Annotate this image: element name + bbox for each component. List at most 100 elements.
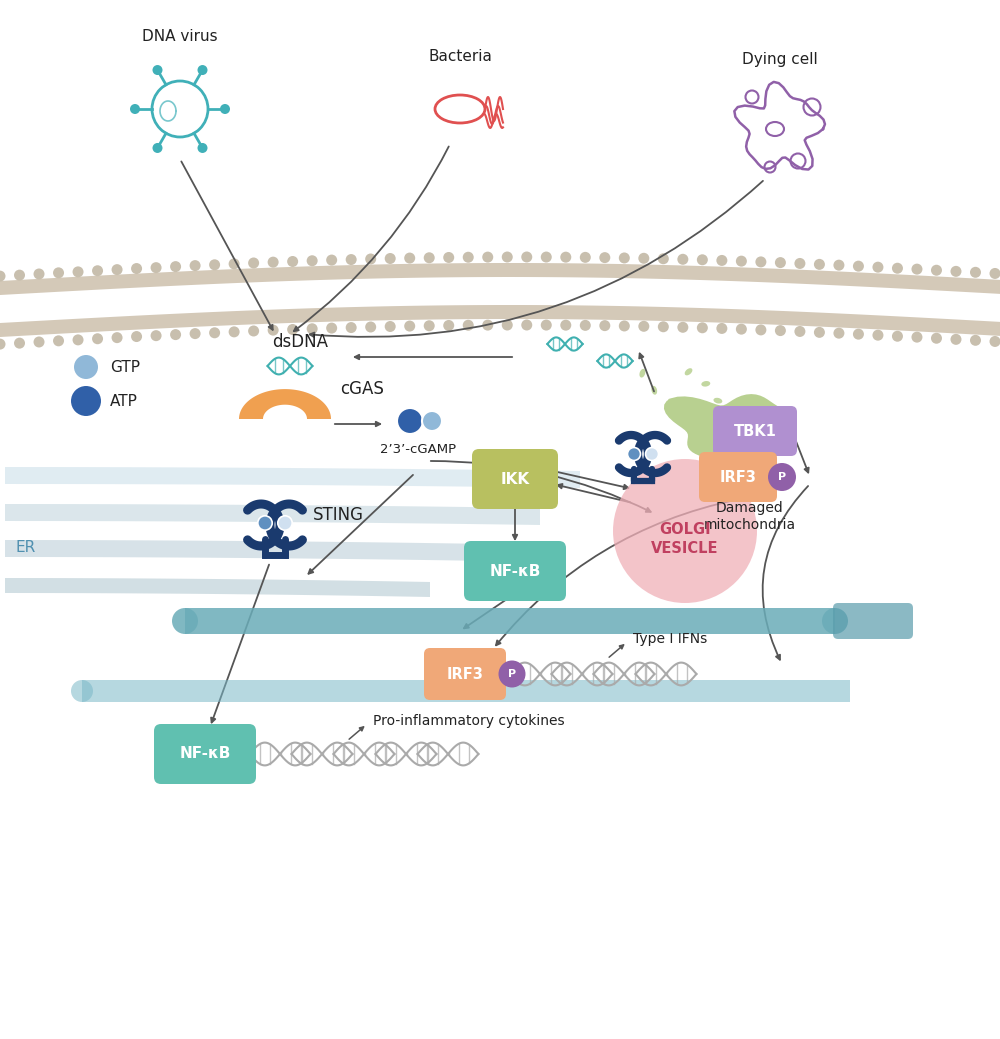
Text: DNA virus: DNA virus bbox=[142, 29, 218, 44]
Circle shape bbox=[153, 65, 163, 75]
Circle shape bbox=[931, 332, 942, 344]
Circle shape bbox=[697, 322, 708, 334]
Circle shape bbox=[170, 329, 181, 340]
Text: ATP: ATP bbox=[110, 394, 138, 408]
Circle shape bbox=[443, 320, 454, 331]
Circle shape bbox=[989, 336, 1000, 347]
Text: NF-κB: NF-κB bbox=[179, 746, 231, 762]
Circle shape bbox=[198, 143, 208, 153]
Circle shape bbox=[131, 263, 142, 274]
Circle shape bbox=[112, 332, 123, 343]
Circle shape bbox=[422, 411, 442, 431]
Circle shape bbox=[443, 252, 454, 263]
Circle shape bbox=[892, 330, 903, 342]
Circle shape bbox=[541, 251, 552, 263]
Circle shape bbox=[931, 265, 942, 275]
Circle shape bbox=[346, 322, 357, 334]
Circle shape bbox=[53, 336, 64, 346]
Polygon shape bbox=[664, 394, 796, 476]
Circle shape bbox=[14, 338, 25, 349]
Circle shape bbox=[248, 325, 259, 337]
Text: GOLGI
VESICLE: GOLGI VESICLE bbox=[651, 523, 719, 556]
Circle shape bbox=[628, 448, 640, 460]
Text: IKK: IKK bbox=[500, 472, 530, 486]
Circle shape bbox=[794, 258, 805, 269]
Circle shape bbox=[736, 256, 747, 267]
Circle shape bbox=[502, 251, 513, 263]
Text: Type I IFNs: Type I IFNs bbox=[633, 632, 707, 646]
Circle shape bbox=[502, 320, 513, 330]
Circle shape bbox=[638, 252, 649, 264]
FancyBboxPatch shape bbox=[424, 648, 506, 700]
Ellipse shape bbox=[651, 385, 657, 395]
FancyBboxPatch shape bbox=[154, 724, 256, 784]
Circle shape bbox=[424, 320, 435, 331]
Circle shape bbox=[73, 335, 84, 345]
Circle shape bbox=[521, 251, 532, 263]
Polygon shape bbox=[0, 305, 1000, 338]
Circle shape bbox=[404, 252, 415, 264]
Text: IRF3: IRF3 bbox=[720, 470, 756, 484]
Text: Bacteria: Bacteria bbox=[428, 49, 492, 64]
Circle shape bbox=[463, 251, 474, 263]
Circle shape bbox=[248, 258, 259, 268]
Circle shape bbox=[580, 320, 591, 330]
Circle shape bbox=[833, 327, 844, 339]
FancyBboxPatch shape bbox=[833, 603, 913, 639]
Polygon shape bbox=[5, 578, 430, 597]
Circle shape bbox=[346, 255, 357, 265]
Text: NF-κB: NF-κB bbox=[489, 563, 541, 579]
Circle shape bbox=[268, 257, 279, 268]
Circle shape bbox=[71, 680, 93, 702]
Circle shape bbox=[170, 261, 181, 272]
Circle shape bbox=[151, 330, 162, 341]
Circle shape bbox=[638, 321, 649, 331]
Circle shape bbox=[853, 261, 864, 271]
Circle shape bbox=[658, 254, 669, 264]
Circle shape bbox=[482, 320, 493, 330]
Circle shape bbox=[498, 661, 526, 688]
Circle shape bbox=[950, 266, 961, 276]
Circle shape bbox=[198, 65, 208, 75]
Text: GTP: GTP bbox=[110, 359, 140, 374]
Circle shape bbox=[220, 104, 230, 114]
Circle shape bbox=[482, 251, 493, 263]
Circle shape bbox=[92, 334, 103, 344]
Circle shape bbox=[307, 323, 318, 335]
Text: TBK1: TBK1 bbox=[734, 424, 776, 438]
Circle shape bbox=[833, 260, 844, 270]
Circle shape bbox=[716, 255, 727, 266]
Circle shape bbox=[677, 254, 688, 265]
Circle shape bbox=[768, 463, 796, 491]
Circle shape bbox=[892, 263, 903, 273]
Polygon shape bbox=[5, 467, 580, 488]
Circle shape bbox=[209, 327, 220, 339]
Polygon shape bbox=[5, 540, 490, 561]
Circle shape bbox=[775, 325, 786, 336]
Circle shape bbox=[560, 251, 571, 263]
Text: IRF3: IRF3 bbox=[447, 666, 483, 682]
Circle shape bbox=[34, 337, 45, 347]
Circle shape bbox=[599, 252, 610, 263]
Circle shape bbox=[521, 320, 532, 330]
Circle shape bbox=[599, 320, 610, 331]
Circle shape bbox=[619, 252, 630, 264]
Text: P: P bbox=[508, 669, 516, 680]
Polygon shape bbox=[5, 504, 540, 525]
Circle shape bbox=[755, 324, 766, 336]
Circle shape bbox=[814, 327, 825, 338]
Circle shape bbox=[209, 260, 220, 270]
Polygon shape bbox=[0, 263, 1000, 296]
Circle shape bbox=[613, 459, 757, 603]
Circle shape bbox=[911, 331, 922, 343]
Polygon shape bbox=[185, 608, 835, 634]
Circle shape bbox=[989, 268, 1000, 278]
Circle shape bbox=[424, 252, 435, 263]
Circle shape bbox=[74, 355, 98, 379]
Circle shape bbox=[71, 387, 101, 416]
Circle shape bbox=[658, 321, 669, 332]
Circle shape bbox=[775, 257, 786, 268]
Circle shape bbox=[736, 323, 747, 335]
Circle shape bbox=[307, 256, 318, 266]
Circle shape bbox=[229, 326, 240, 338]
